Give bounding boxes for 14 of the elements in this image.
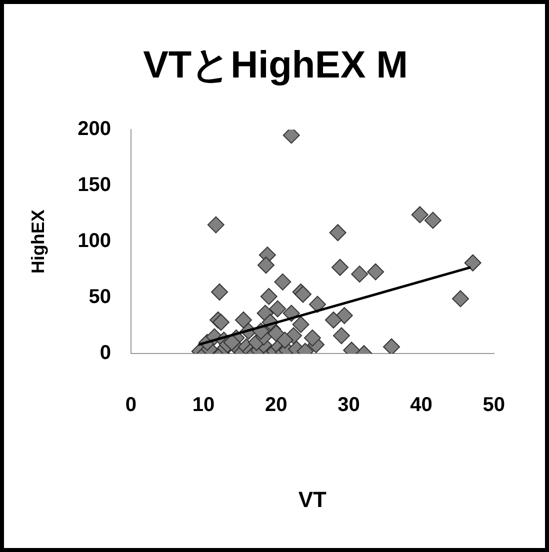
y-axis-title: HighEX	[28, 210, 48, 274]
y-tick-label: 0	[100, 342, 111, 364]
y-tick-label: 100	[78, 230, 111, 252]
x-tick-label: 20	[265, 394, 288, 416]
x-tick-label: 40	[410, 394, 432, 416]
chart-title: VTとHighEX M	[143, 44, 408, 86]
x-tick-label: 10	[192, 394, 215, 416]
y-tick-label: 200	[78, 118, 111, 140]
y-tick-label: 50	[88, 286, 111, 308]
x-tick-label: 50	[482, 394, 505, 416]
x-tick-label: 30	[338, 394, 360, 416]
y-tick-label: 150	[78, 174, 111, 196]
x-axis-title: VT	[298, 486, 328, 512]
x-tick-label: 0	[125, 394, 137, 416]
